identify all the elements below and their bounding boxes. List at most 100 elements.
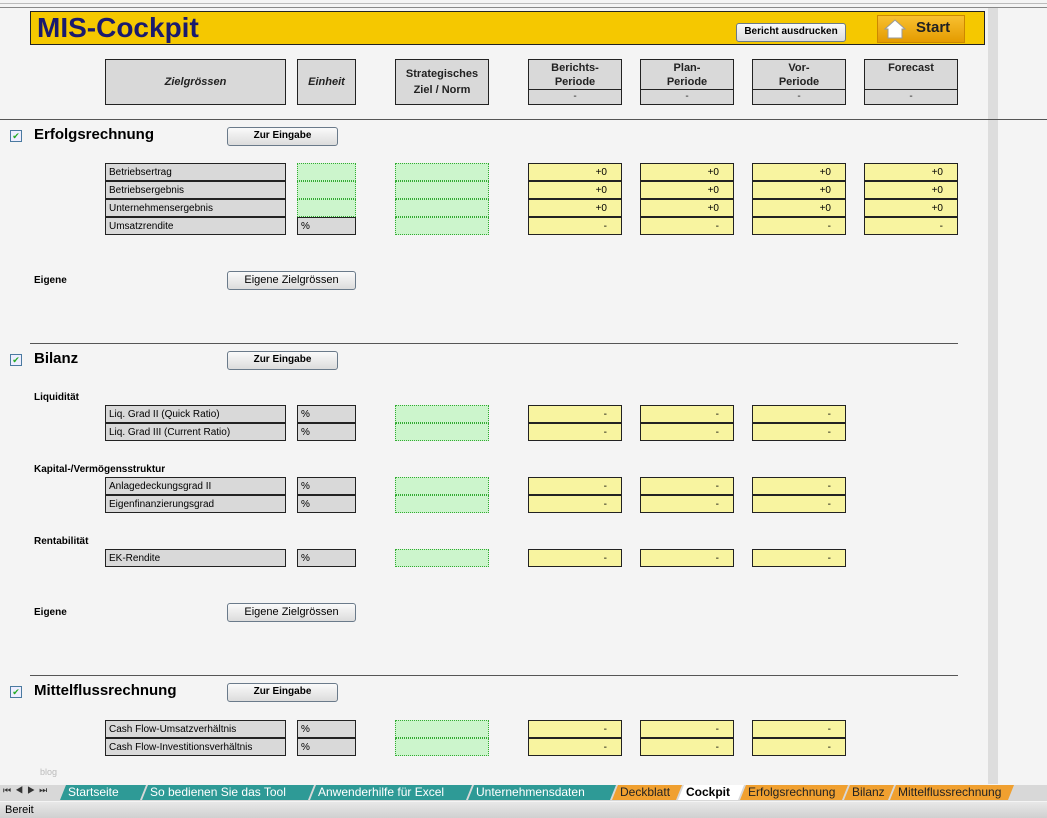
value-cell: +0 xyxy=(752,163,846,181)
value-cell: - xyxy=(528,405,622,423)
value-cell: - xyxy=(752,217,846,235)
page-title: MIS-Cockpit xyxy=(37,12,199,43)
header-period-value: - xyxy=(528,89,622,105)
section-divider xyxy=(30,343,958,344)
zur-eingabe-button[interactable]: Zur Eingabe xyxy=(227,683,338,702)
unit-cell: % xyxy=(297,477,356,495)
value-cell: - xyxy=(752,477,846,495)
value-cell: - xyxy=(640,217,734,235)
unit-cell: % xyxy=(297,738,356,756)
tab-navigation-arrows[interactable]: ⏮◀▶⏭ xyxy=(3,785,52,795)
value-cell: - xyxy=(640,477,734,495)
target-input[interactable] xyxy=(395,423,489,441)
target-input[interactable] xyxy=(395,181,489,199)
value-cell: +0 xyxy=(752,199,846,217)
target-input[interactable] xyxy=(395,477,489,495)
value-cell: - xyxy=(640,405,734,423)
value-cell: - xyxy=(640,720,734,738)
target-input[interactable] xyxy=(395,738,489,756)
value-cell: +0 xyxy=(640,163,734,181)
header-einheit: Einheit xyxy=(297,59,356,105)
value-cell: +0 xyxy=(528,163,622,181)
value-cell: - xyxy=(864,217,958,235)
target-input[interactable] xyxy=(395,495,489,513)
start-label: Start xyxy=(916,19,951,36)
sheet-tab[interactable]: Erfolgsrechnung xyxy=(740,785,848,800)
value-cell: - xyxy=(528,495,622,513)
value-cell: - xyxy=(528,738,622,756)
unit-cell: % xyxy=(297,405,356,423)
print-report-button[interactable]: Bericht ausdrucken xyxy=(736,23,846,42)
sheet-tab[interactable]: Bilanz xyxy=(844,785,894,800)
header-period: Forecast xyxy=(864,59,958,90)
header-period-value: - xyxy=(864,89,958,105)
sheet-tab[interactable]: So bedienen Sie das Tool xyxy=(142,785,314,800)
status-bar: Bereit xyxy=(0,802,1047,818)
target-input[interactable] xyxy=(395,199,489,217)
value-cell: - xyxy=(640,423,734,441)
row-label: Betriebsertrag xyxy=(105,163,286,181)
value-cell: +0 xyxy=(640,181,734,199)
checkbox-checked-icon[interactable]: ✔ xyxy=(10,686,22,698)
section-title: Mittelflussrechnung xyxy=(34,682,177,699)
home-icon xyxy=(884,19,906,39)
value-cell: - xyxy=(528,477,622,495)
target-input[interactable] xyxy=(395,163,489,181)
watermark: blog xyxy=(40,767,58,777)
value-cell: - xyxy=(752,738,846,756)
sheet-tab-bar: ⏮◀▶⏭ Startseite So bedienen Sie das Tool A… xyxy=(0,785,1047,801)
checkbox-checked-icon[interactable]: ✔ xyxy=(10,130,22,142)
sheet-tab[interactable]: Deckblatt xyxy=(612,785,682,800)
header-period-value: - xyxy=(640,89,734,105)
section-title: Erfolgsrechnung xyxy=(34,126,155,143)
row-label: Cash Flow-Umsatzverhältnis xyxy=(105,720,286,738)
unit-cell[interactable] xyxy=(297,181,356,199)
checkbox-checked-icon[interactable]: ✔ xyxy=(10,354,22,366)
group-title: Kapital-/Vermögensstruktur xyxy=(34,464,166,475)
start-button[interactable]: Start xyxy=(877,15,965,43)
header-period: Plan- Periode xyxy=(640,59,734,90)
eigene-zielgroessen-button[interactable]: Eigene Zielgrössen xyxy=(227,603,356,622)
target-input[interactable] xyxy=(395,405,489,423)
unit-cell[interactable] xyxy=(297,163,356,181)
unit-cell: % xyxy=(297,423,356,441)
eigene-zielgroessen-button[interactable]: Eigene Zielgrössen xyxy=(227,271,356,290)
group-title: Liquidität xyxy=(34,392,79,403)
row-label: EK-Rendite xyxy=(105,549,286,567)
divider xyxy=(0,119,1047,120)
value-cell: - xyxy=(528,217,622,235)
value-cell: - xyxy=(528,720,622,738)
value-cell: +0 xyxy=(864,181,958,199)
value-cell: +0 xyxy=(864,163,958,181)
row-label: Liq. Grad II (Quick Ratio) xyxy=(105,405,286,423)
eigene-label: Eigene xyxy=(34,607,67,618)
unit-cell[interactable] xyxy=(297,199,356,217)
row-label: Eigenfinanzierungsgrad xyxy=(105,495,286,513)
sheet-tab[interactable]: Anwenderhilfe für Excel xyxy=(310,785,472,800)
header-period-value: - xyxy=(752,89,846,105)
section-title: Bilanz xyxy=(34,350,79,367)
header-ziel-norm: Strategisches Ziel / Norm xyxy=(395,59,489,105)
target-input[interactable] xyxy=(395,217,489,235)
sheet-tab[interactable]: Mittelflussrechnung xyxy=(890,785,1014,800)
title-banner: MIS-Cockpit Bericht ausdrucken Start xyxy=(30,11,985,45)
eigene-label: Eigene xyxy=(34,275,67,286)
target-input[interactable] xyxy=(395,549,489,567)
target-input[interactable] xyxy=(395,720,489,738)
sheet-tab[interactable]: Unternehmensdaten xyxy=(468,785,616,800)
zur-eingabe-button[interactable]: Zur Eingabe xyxy=(227,127,338,146)
value-cell: - xyxy=(752,423,846,441)
row-label: Cash Flow-Investitionsverhältnis xyxy=(105,738,286,756)
sheet-tab[interactable]: Startseite xyxy=(60,785,146,800)
unit-cell: % xyxy=(297,495,356,513)
unit-cell: % xyxy=(297,549,356,567)
sheet-tab[interactable]: Cockpit xyxy=(678,785,744,800)
value-cell: - xyxy=(640,549,734,567)
value-cell: - xyxy=(528,549,622,567)
header-period: Vor- Periode xyxy=(752,59,846,90)
value-cell: +0 xyxy=(864,199,958,217)
status-text: Bereit xyxy=(5,804,34,816)
value-cell: - xyxy=(640,738,734,756)
value-cell: - xyxy=(752,549,846,567)
zur-eingabe-button[interactable]: Zur Eingabe xyxy=(227,351,338,370)
